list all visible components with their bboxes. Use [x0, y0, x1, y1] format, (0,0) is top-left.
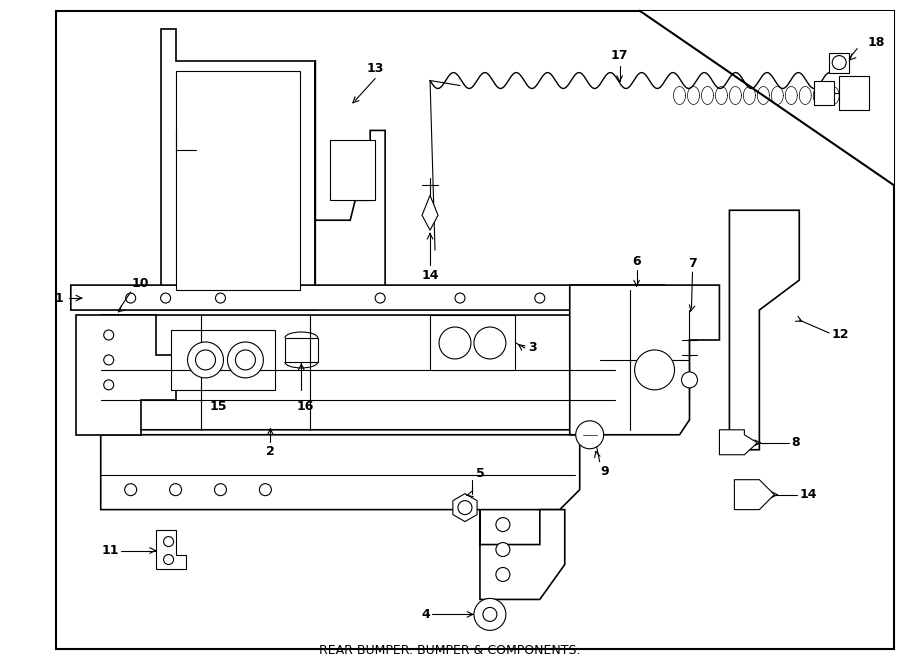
Circle shape	[496, 518, 510, 531]
Circle shape	[496, 568, 510, 582]
Circle shape	[455, 293, 465, 303]
Circle shape	[126, 293, 136, 303]
Polygon shape	[430, 315, 515, 370]
Circle shape	[576, 421, 604, 449]
Circle shape	[125, 484, 137, 496]
Circle shape	[160, 293, 171, 303]
Circle shape	[375, 293, 385, 303]
Text: 14: 14	[421, 268, 439, 282]
Circle shape	[187, 342, 223, 378]
Polygon shape	[330, 140, 375, 200]
Polygon shape	[76, 315, 176, 435]
Text: 17: 17	[611, 49, 628, 62]
Circle shape	[228, 342, 264, 378]
Polygon shape	[101, 315, 619, 430]
Text: 12: 12	[832, 329, 849, 342]
Circle shape	[214, 484, 227, 496]
Text: 8: 8	[791, 436, 800, 449]
Text: 9: 9	[600, 465, 609, 478]
Circle shape	[195, 350, 215, 370]
Polygon shape	[171, 330, 275, 390]
Polygon shape	[160, 28, 315, 310]
Polygon shape	[422, 195, 438, 230]
Polygon shape	[315, 61, 385, 290]
Circle shape	[104, 380, 113, 390]
Text: 15: 15	[210, 400, 227, 413]
Circle shape	[164, 537, 174, 547]
Circle shape	[634, 350, 674, 390]
Polygon shape	[814, 81, 834, 106]
Polygon shape	[71, 285, 664, 310]
Text: REAR BUMPER. BUMPER & COMPONENTS.: REAR BUMPER. BUMPER & COMPONENTS.	[320, 644, 580, 657]
Circle shape	[215, 293, 226, 303]
Circle shape	[169, 484, 182, 496]
Text: 18: 18	[867, 36, 885, 49]
Circle shape	[535, 293, 544, 303]
Circle shape	[104, 355, 113, 365]
Circle shape	[474, 598, 506, 631]
Text: 4: 4	[421, 608, 430, 621]
Circle shape	[259, 484, 272, 496]
Text: 5: 5	[475, 467, 484, 480]
Polygon shape	[719, 430, 758, 455]
Circle shape	[104, 330, 113, 340]
Text: 6: 6	[633, 255, 641, 268]
Polygon shape	[156, 529, 185, 570]
Text: 7: 7	[688, 257, 697, 270]
Polygon shape	[56, 11, 894, 649]
Text: 2: 2	[266, 445, 274, 458]
Circle shape	[681, 372, 698, 388]
Text: 3: 3	[527, 342, 536, 354]
Text: 1: 1	[54, 292, 63, 305]
Circle shape	[832, 56, 846, 69]
Text: 16: 16	[297, 400, 314, 413]
Circle shape	[439, 327, 471, 359]
Polygon shape	[734, 480, 774, 510]
Polygon shape	[829, 53, 850, 73]
Polygon shape	[640, 11, 894, 185]
Polygon shape	[101, 435, 580, 510]
Circle shape	[496, 543, 510, 557]
Circle shape	[164, 555, 174, 564]
Polygon shape	[729, 210, 799, 449]
Text: 11: 11	[101, 544, 119, 557]
Polygon shape	[453, 494, 477, 522]
Polygon shape	[839, 75, 869, 110]
Circle shape	[236, 350, 256, 370]
Polygon shape	[285, 338, 319, 362]
Polygon shape	[570, 285, 719, 435]
Text: 14: 14	[799, 488, 817, 501]
Text: 13: 13	[366, 62, 383, 75]
Circle shape	[483, 607, 497, 621]
Circle shape	[474, 327, 506, 359]
Polygon shape	[480, 510, 565, 600]
Polygon shape	[176, 71, 301, 290]
Circle shape	[458, 500, 472, 515]
Text: 10: 10	[132, 277, 149, 290]
